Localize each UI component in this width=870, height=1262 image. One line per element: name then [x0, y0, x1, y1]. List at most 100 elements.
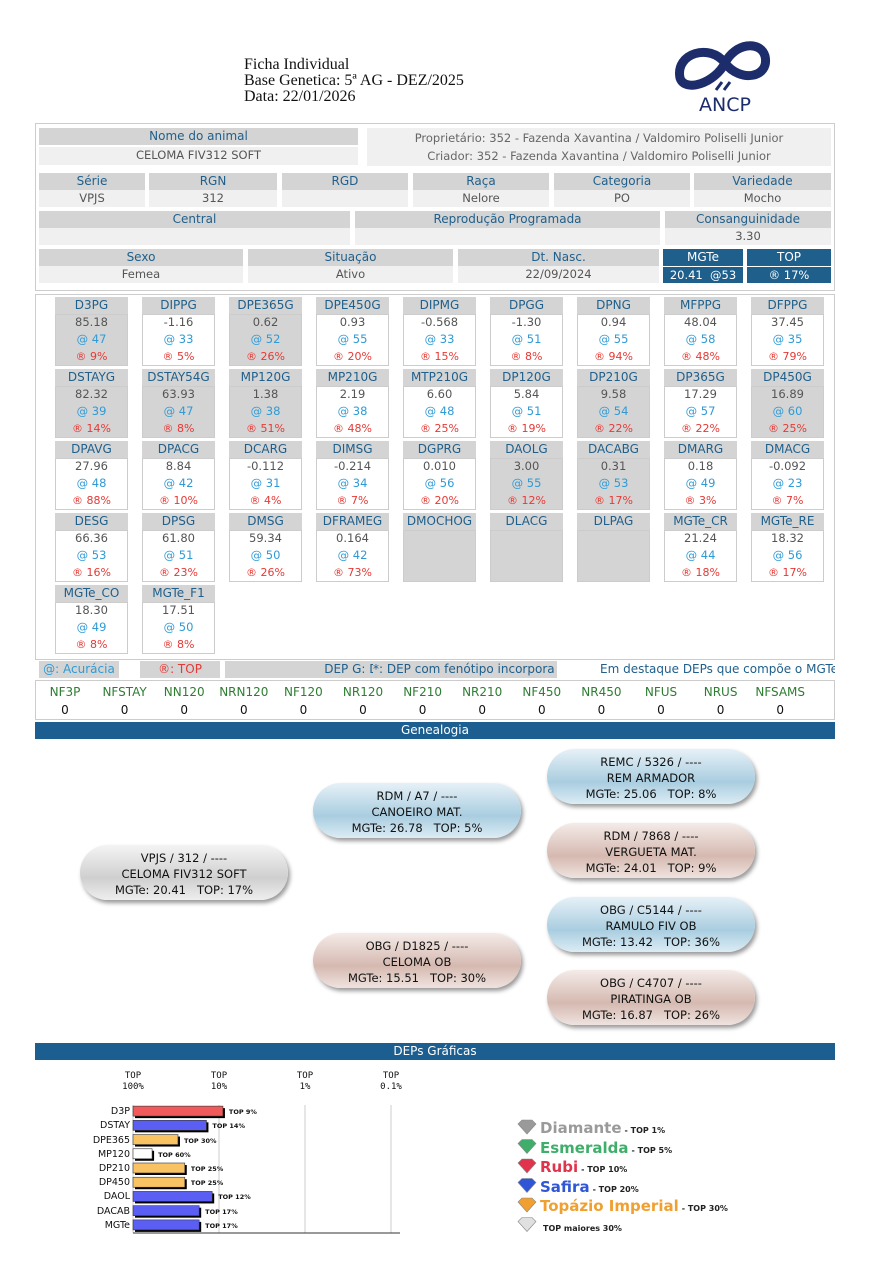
- node-stats: MGTe: 20.41 TOP: 17%: [114, 883, 254, 897]
- dep-accuracy: @ 52: [250, 332, 281, 346]
- dep-name: D3PG: [55, 297, 128, 314]
- bar: [132, 1105, 224, 1117]
- dep-value: 0.18: [687, 459, 714, 473]
- label-cell: Categoria: [554, 173, 690, 190]
- nf-box: [35, 680, 835, 720]
- dep-top: ® 3%: [684, 494, 717, 507]
- dep-value: -0.112: [246, 459, 285, 473]
- node-id: REMC / 5326 / ----: [600, 755, 702, 769]
- dep-accuracy: @ 38: [250, 404, 281, 418]
- dep-accuracy: @ 33: [424, 332, 455, 346]
- nf-value: 0: [597, 703, 606, 717]
- logo: ANCP: [675, 41, 770, 116]
- legend-item: @: Acurácia: [39, 661, 119, 678]
- dep-value: 8.84: [165, 459, 192, 473]
- dep-value: 61.80: [162, 531, 195, 545]
- dep-body: [142, 458, 215, 510]
- dep-name: MP210G: [316, 369, 389, 386]
- dep-value: 85.18: [75, 315, 108, 329]
- dep-name: DMARG: [664, 441, 737, 458]
- gem-icon: [517, 1197, 537, 1213]
- dep-body: [490, 386, 563, 438]
- nf-label: NFSAMS: [755, 685, 806, 699]
- nf-value: 0: [776, 703, 784, 717]
- gem-icon: [517, 1217, 537, 1232]
- dep-top: ® 16%: [72, 566, 111, 579]
- dep-name: DLACG: [490, 513, 563, 530]
- dep-value: 48.04: [684, 315, 717, 329]
- dep-name: DACABG: [577, 441, 650, 458]
- node-stats: MGTe: 13.42 TOP: 36%: [581, 935, 721, 949]
- pedigree-node: [547, 749, 755, 804]
- dep-body: [229, 530, 302, 582]
- dep-value: 63.93: [162, 387, 195, 401]
- gem-tag: - TOP 20%: [592, 1184, 639, 1194]
- dep-name: DPAVG: [55, 441, 128, 458]
- label-cell: Sexo: [39, 249, 243, 266]
- dep-top: ® 12%: [507, 494, 546, 507]
- dep-body: [316, 530, 389, 582]
- value-label: TOP 60%: [158, 1150, 191, 1159]
- dep-value: 16.89: [771, 387, 804, 401]
- dep-body: [577, 458, 650, 510]
- dep-value: 5.84: [513, 387, 540, 401]
- value-label: TOP 12%: [218, 1193, 251, 1202]
- gem-tag: - TOP 5%: [631, 1145, 673, 1155]
- pedigree-node: [313, 933, 521, 988]
- bar: [132, 1148, 153, 1160]
- value-cell: [355, 228, 660, 245]
- x-tick-label: TOP 0.1%: [380, 1071, 402, 1092]
- nf-label: NFUS: [644, 685, 678, 699]
- gem-label: Esmeralda - TOP 5%: [540, 1138, 840, 1157]
- nf-value: 0: [657, 703, 665, 717]
- dep-accuracy: @ 23: [772, 476, 803, 490]
- dep-top: ® 8%: [510, 350, 543, 363]
- legend-item: Em destaque DEPs que compõe o MGTe: [600, 662, 835, 676]
- dep-body: [490, 458, 563, 510]
- pedigree-node: [547, 897, 755, 952]
- dep-body: [142, 314, 215, 366]
- nf-value: 0: [61, 703, 69, 717]
- dep-top: ® 22%: [594, 422, 633, 435]
- dep-accuracy: @ 50: [163, 620, 194, 634]
- section-bar: DEPs Gráficas: [35, 1043, 835, 1060]
- nf-value: 0: [180, 703, 188, 717]
- nf-label: NRUS: [703, 685, 738, 699]
- dep-accuracy: @ 44: [685, 548, 716, 562]
- dep-name: DGPRG: [403, 441, 476, 458]
- gem-name: Diamante: [540, 1119, 622, 1137]
- dep-accuracy: @ 53: [76, 548, 107, 562]
- dep-body: [403, 386, 476, 438]
- bar: [132, 1191, 213, 1202]
- dep-accuracy: @ 53: [598, 476, 629, 490]
- gem-name: Esmeralda: [540, 1138, 629, 1157]
- dep-accuracy: @ 57: [685, 404, 716, 418]
- gem-tag: TOP maiores 30%: [543, 1223, 622, 1233]
- nf-label: NR450: [581, 685, 622, 699]
- label-cell: Variedade: [694, 173, 831, 190]
- x-tick-label: TOP 1%: [296, 1071, 314, 1092]
- doc-base: Base Genetica: 5ª AG - DEZ/2025: [244, 73, 464, 88]
- dep-name: MP120G: [229, 369, 302, 386]
- nf-value: 0: [478, 703, 486, 717]
- doc-title: Ficha Individual: [244, 57, 350, 72]
- nf-value: 0: [239, 703, 248, 717]
- dep-top: ® 5%: [162, 350, 195, 363]
- dep-value: 1.38: [252, 387, 279, 401]
- dep-name: DP365G: [664, 369, 737, 386]
- dep-top: ® 9%: [75, 350, 108, 363]
- dep-name: DP120G: [490, 369, 563, 386]
- label-cell: Dt. Nasc.: [458, 249, 659, 266]
- y-tick-label: DAOL: [103, 1191, 130, 1203]
- dep-body: [55, 530, 128, 582]
- dep-body: [403, 458, 476, 510]
- y-tick-label: MP120: [97, 1148, 130, 1160]
- value-cell: PO: [554, 190, 690, 207]
- node-id: RDM / 7868 / ----: [603, 829, 699, 843]
- dep-value: 0.62: [252, 315, 279, 329]
- node-stats: MGTe: 16.87 TOP: 26%: [581, 1008, 721, 1022]
- node-stats: MGTe: 24.01 TOP: 9%: [585, 861, 717, 875]
- dep-top: ® 15%: [420, 350, 459, 363]
- dep-value: 27.96: [75, 459, 108, 473]
- dep-value: 0.010: [423, 459, 456, 473]
